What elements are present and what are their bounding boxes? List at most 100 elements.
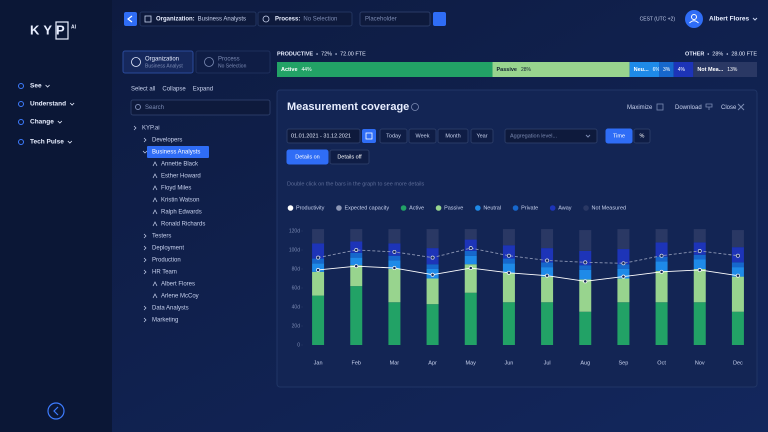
bar-segment[interactable] (617, 269, 630, 279)
bar-segment[interactable] (312, 263, 325, 272)
tree-item[interactable]: Kristin Watson (161, 198, 199, 204)
bar-segment[interactable] (617, 278, 630, 303)
bar-segment[interactable] (312, 243, 325, 259)
bar-segment[interactable] (388, 229, 401, 244)
tree-item[interactable]: HR Team (152, 270, 177, 276)
tree-item[interactable]: Arlene McCoy (161, 294, 199, 300)
bar-segment[interactable] (617, 302, 630, 345)
bar-segment[interactable] (731, 230, 744, 248)
bar-segment[interactable] (426, 304, 439, 345)
bar-segment[interactable] (350, 229, 363, 242)
bar-segment[interactable] (655, 302, 668, 345)
bar-segment[interactable] (388, 269, 401, 303)
period-button[interactable] (437, 128, 469, 144)
bar-segment[interactable] (731, 276, 744, 312)
period-button[interactable] (470, 128, 494, 144)
bar-segment[interactable] (388, 260, 401, 269)
bar-segment[interactable] (502, 245, 515, 259)
bar-segment[interactable] (579, 269, 592, 280)
bar-segment[interactable] (464, 239, 477, 251)
bar-segment[interactable] (693, 259, 706, 270)
bar-segment[interactable] (617, 264, 630, 269)
bar-segment[interactable] (350, 286, 363, 345)
nav-item[interactable]: Change (30, 119, 54, 126)
bar-segment[interactable] (426, 264, 439, 269)
info-icon[interactable] (411, 103, 419, 111)
bar-segment[interactable] (617, 249, 630, 265)
nav-item[interactable]: Understand (30, 101, 66, 108)
bar-segment[interactable] (693, 229, 706, 243)
period-button[interactable] (379, 128, 408, 144)
date-input[interactable] (286, 128, 361, 144)
bar-segment[interactable] (541, 262, 554, 268)
bar-segment[interactable] (655, 261, 668, 271)
bar-segment[interactable] (502, 258, 515, 264)
back-button[interactable] (124, 12, 137, 26)
bar-segment[interactable] (350, 241, 363, 253)
process-selector[interactable] (257, 11, 353, 27)
tab[interactable] (195, 50, 271, 74)
bar-segment[interactable] (350, 257, 363, 266)
bar-segment[interactable] (426, 229, 439, 249)
filter-button[interactable] (433, 12, 446, 26)
bar-segment[interactable] (502, 229, 515, 246)
nav-item[interactable]: See (30, 83, 42, 90)
bar-segment[interactable] (731, 267, 744, 277)
mode-button[interactable] (605, 128, 633, 144)
card-action[interactable]: Download (675, 105, 702, 111)
bar-segment[interactable] (693, 269, 706, 303)
tree-action[interactable]: Expand (193, 87, 213, 93)
bar-segment[interactable] (541, 276, 554, 303)
bar-segment[interactable] (579, 230, 592, 251)
tree-item[interactable]: Production (152, 258, 181, 264)
bar-segment[interactable] (502, 272, 515, 303)
bar-segment[interactable] (312, 258, 325, 264)
bar-segment[interactable] (312, 295, 325, 345)
mode-button[interactable] (633, 128, 651, 144)
tab-active[interactable] (122, 50, 194, 74)
bar-segment[interactable] (426, 278, 439, 305)
bar-segment[interactable] (388, 302, 401, 345)
bar-segment[interactable] (655, 229, 668, 243)
calendar-button[interactable] (362, 129, 376, 143)
bar-segment[interactable] (502, 263, 515, 273)
nav-item[interactable]: Tech Pulse (30, 139, 64, 146)
bar-segment[interactable] (541, 229, 554, 249)
tree-item[interactable]: Annette Black (161, 162, 199, 168)
tree-item[interactable]: Data Analysts (152, 306, 189, 312)
bar-segment[interactable] (693, 254, 706, 260)
bar-segment[interactable] (579, 265, 592, 270)
tree-item[interactable]: Ralph Edwards (161, 210, 202, 216)
bar-segment[interactable] (464, 229, 477, 240)
tree-item[interactable]: Testers (152, 234, 171, 240)
bar-segment[interactable] (731, 311, 744, 345)
bar-segment[interactable] (464, 250, 477, 256)
tree-item[interactable]: KYP.ai (142, 126, 160, 132)
bar-segment[interactable] (541, 267, 554, 277)
bar-segment[interactable] (350, 252, 363, 258)
tree-item[interactable]: Marketing (152, 318, 178, 324)
bar-segment[interactable] (502, 302, 515, 345)
bar-segment[interactable] (731, 262, 744, 268)
details-button[interactable] (286, 149, 329, 165)
tree-item[interactable]: Albert Flores (161, 282, 195, 288)
bar-segment[interactable] (655, 256, 668, 262)
bar-segment[interactable] (541, 248, 554, 263)
bar-segment[interactable] (464, 264, 477, 293)
aggregation-select[interactable] (504, 128, 598, 144)
bar-segment[interactable] (693, 302, 706, 345)
bar-segment[interactable] (388, 255, 401, 261)
tree-item[interactable]: Developers (152, 138, 182, 144)
bar-segment[interactable] (312, 271, 325, 296)
tree-item[interactable]: Ronald Richards (161, 222, 205, 228)
placeholder-input[interactable] (359, 11, 431, 27)
bar-segment[interactable] (464, 255, 477, 265)
bar-segment[interactable] (579, 311, 592, 345)
bar-segment[interactable] (655, 270, 668, 303)
card-action[interactable]: Close (721, 105, 737, 111)
bar-segment[interactable] (655, 242, 668, 257)
tree-item[interactable]: Business Analysts (152, 150, 200, 156)
tree-action[interactable]: Select all (131, 87, 155, 93)
period-button[interactable] (408, 128, 437, 144)
tree-action[interactable]: Collapse (162, 87, 186, 93)
